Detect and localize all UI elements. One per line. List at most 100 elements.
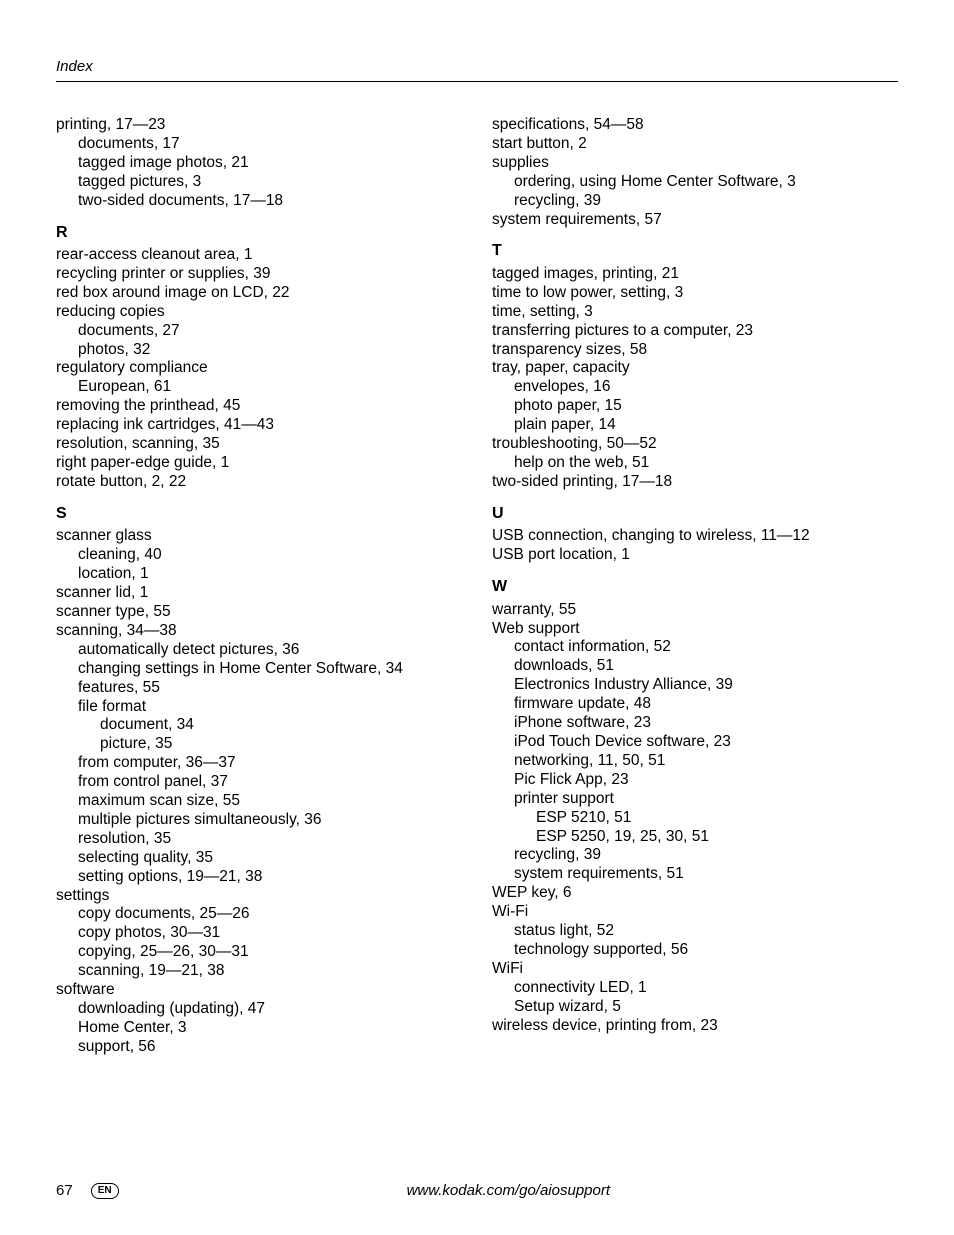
- index-entry: recycling printer or supplies, 39: [56, 265, 462, 284]
- page-footer: 67 EN www.kodak.com/go/aiosupport: [56, 1182, 898, 1199]
- index-entry: two-sided documents, 17—18: [78, 192, 462, 211]
- index-entry: cleaning, 40: [78, 546, 462, 565]
- index-columns: printing, 17—23documents, 17 tagged image…: [56, 116, 898, 1057]
- index-column-right: specifications, 54—58start button, 2supp…: [492, 116, 898, 1057]
- index-entry: automatically detect pictures, 36: [78, 641, 462, 660]
- index-entry: transparency sizes, 58: [492, 341, 898, 360]
- index-entry: European, 61: [78, 378, 462, 397]
- index-entry: changing settings in Home Center Softwar…: [78, 660, 462, 679]
- index-entry: printer support: [514, 790, 898, 809]
- index-letter-heading: U: [492, 504, 898, 524]
- index-entry: setting options, 19—21, 38: [78, 868, 462, 887]
- index-entry: Web support: [492, 620, 898, 639]
- index-entry: regulatory compliance: [56, 359, 462, 378]
- index-entry: from control panel, 37: [78, 773, 462, 792]
- index-entry: copy documents, 25—26: [78, 905, 462, 924]
- index-entry: wireless device, printing from, 23: [492, 1017, 898, 1036]
- index-entry: system requirements, 57: [492, 211, 898, 230]
- index-entry: USB port location, 1: [492, 546, 898, 565]
- index-entry: ordering, using Home Center Software, 3: [514, 173, 898, 192]
- index-entry: replacing ink cartridges, 41—43: [56, 416, 462, 435]
- index-entry: ESP 5210, 51: [536, 809, 898, 828]
- index-entry: printing, 17—23: [56, 116, 462, 135]
- index-entry: Electronics Industry Alliance, 39: [514, 676, 898, 695]
- index-entry: USB connection, changing to wireless, 11…: [492, 527, 898, 546]
- index-entry: connectivity LED, 1: [514, 979, 898, 998]
- index-entry: technology supported, 56: [514, 941, 898, 960]
- index-entry: networking, 11, 50, 51: [514, 752, 898, 771]
- index-entry: time to low power, setting, 3: [492, 284, 898, 303]
- index-entry: file format: [78, 698, 462, 717]
- index-entry: scanner glass: [56, 527, 462, 546]
- index-entry: Home Center, 3: [78, 1019, 462, 1038]
- index-entry: supplies: [492, 154, 898, 173]
- index-entry: scanner type, 55: [56, 603, 462, 622]
- index-entry: rotate button, 2, 22: [56, 473, 462, 492]
- index-entry: Pic Flick App, 23: [514, 771, 898, 790]
- index-entry: scanning, 34—38: [56, 622, 462, 641]
- index-entry: time, setting, 3: [492, 303, 898, 322]
- index-entry: reducing copies: [56, 303, 462, 322]
- page-number: 67: [56, 1182, 73, 1199]
- language-badge: EN: [91, 1183, 119, 1199]
- index-entry: tagged pictures, 3: [78, 173, 462, 192]
- index-entry: system requirements, 51: [514, 865, 898, 884]
- index-letter-heading: S: [56, 504, 462, 524]
- index-entry: settings: [56, 887, 462, 906]
- index-entry: specifications, 54—58: [492, 116, 898, 135]
- index-entry: warranty, 55: [492, 601, 898, 620]
- index-entry: removing the printhead, 45: [56, 397, 462, 416]
- index-entry: troubleshooting, 50—52: [492, 435, 898, 454]
- index-entry: downloads, 51: [514, 657, 898, 676]
- index-entry: Setup wizard, 5: [514, 998, 898, 1017]
- index-entry: location, 1: [78, 565, 462, 584]
- index-entry: multiple pictures simultaneously, 36: [78, 811, 462, 830]
- index-entry: WEP key, 6: [492, 884, 898, 903]
- index-entry: copying, 25—26, 30—31: [78, 943, 462, 962]
- index-entry: rear-access cleanout area, 1: [56, 246, 462, 265]
- index-entry: recycling, 39: [514, 846, 898, 865]
- index-entry: transferring pictures to a computer, 23: [492, 322, 898, 341]
- index-entry: envelopes, 16: [514, 378, 898, 397]
- page-header: Index: [56, 58, 898, 82]
- index-entry: resolution, scanning, 35: [56, 435, 462, 454]
- index-entry: scanning, 19—21, 38: [78, 962, 462, 981]
- index-entry: two-sided printing, 17—18: [492, 473, 898, 492]
- index-entry: documents, 17: [78, 135, 462, 154]
- footer-url: www.kodak.com/go/aiosupport: [407, 1182, 610, 1199]
- index-entry: right paper-edge guide, 1: [56, 454, 462, 473]
- index-entry: resolution, 35: [78, 830, 462, 849]
- index-entry: document, 34: [100, 716, 462, 735]
- index-entry: ESP 5250, 19, 25, 30, 51: [536, 828, 898, 847]
- index-entry: tagged images, printing, 21: [492, 265, 898, 284]
- index-entry: recycling, 39: [514, 192, 898, 211]
- index-entry: copy photos, 30—31: [78, 924, 462, 943]
- index-column-left: printing, 17—23documents, 17tagged image…: [56, 116, 462, 1057]
- index-entry: red box around image on LCD, 22: [56, 284, 462, 303]
- index-entry: maximum scan size, 55: [78, 792, 462, 811]
- index-entry: help on the web, 51: [514, 454, 898, 473]
- index-entry: software: [56, 981, 462, 1000]
- index-entry: status light, 52: [514, 922, 898, 941]
- index-letter-heading: W: [492, 577, 898, 597]
- index-entry: downloading (updating), 47: [78, 1000, 462, 1019]
- index-entry: photo paper, 15: [514, 397, 898, 416]
- index-letter-heading: R: [56, 223, 462, 243]
- index-entry: photos, 32: [78, 341, 462, 360]
- index-entry: iPod Touch Device software, 23: [514, 733, 898, 752]
- index-entry: firmware update, 48: [514, 695, 898, 714]
- index-entry: plain paper, 14: [514, 416, 898, 435]
- index-entry: start button, 2: [492, 135, 898, 154]
- header-title: Index: [56, 58, 93, 75]
- index-entry: tray, paper, capacity: [492, 359, 898, 378]
- index-entry: from computer, 36—37: [78, 754, 462, 773]
- index-entry: iPhone software, 23: [514, 714, 898, 733]
- index-entry: scanner lid, 1: [56, 584, 462, 603]
- index-entry: Wi-Fi: [492, 903, 898, 922]
- index-entry: selecting quality, 35: [78, 849, 462, 868]
- index-entry: documents, 27: [78, 322, 462, 341]
- index-entry: contact information, 52: [514, 638, 898, 657]
- index-entry: features, 55: [78, 679, 462, 698]
- index-letter-heading: T: [492, 241, 898, 261]
- index-entry: support, 56: [78, 1038, 462, 1057]
